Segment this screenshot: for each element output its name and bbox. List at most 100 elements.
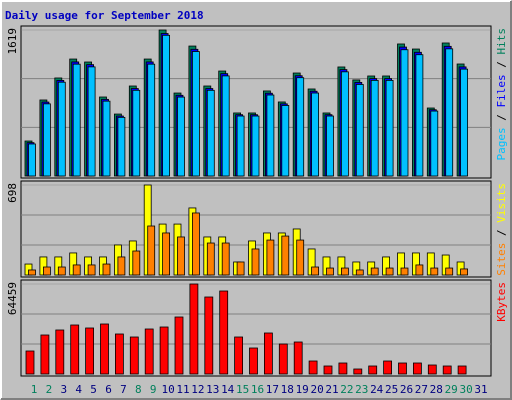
bar bbox=[251, 248, 260, 276]
bar bbox=[460, 268, 469, 276]
bar bbox=[442, 365, 452, 375]
bar bbox=[368, 365, 378, 375]
x-tick-label: 13 bbox=[206, 383, 219, 396]
bar bbox=[249, 347, 258, 375]
bar bbox=[100, 323, 109, 375]
x-tick-label: 2 bbox=[46, 383, 53, 396]
bar bbox=[221, 75, 230, 177]
x-tick-label: 27 bbox=[415, 383, 428, 396]
bar bbox=[236, 261, 245, 276]
bar bbox=[117, 256, 126, 276]
bar bbox=[340, 71, 349, 177]
bar bbox=[293, 341, 303, 375]
bar bbox=[191, 212, 200, 276]
x-tick-label: 8 bbox=[135, 383, 142, 396]
bar bbox=[72, 63, 81, 177]
bar bbox=[457, 365, 467, 375]
bar bbox=[132, 89, 141, 177]
bar bbox=[57, 266, 66, 276]
x-tick-label: 28 bbox=[430, 383, 443, 396]
x-tick-label: 5 bbox=[90, 383, 97, 396]
x-tick-label: 23 bbox=[355, 383, 368, 396]
x-tick-label: 11 bbox=[176, 383, 189, 396]
x-tick-label: 29 bbox=[445, 383, 458, 396]
bar bbox=[281, 105, 290, 177]
bar bbox=[353, 368, 363, 375]
x-tick-label: 10 bbox=[161, 383, 174, 396]
bar bbox=[400, 49, 409, 177]
bar bbox=[189, 283, 199, 375]
bar bbox=[355, 84, 364, 177]
bar bbox=[219, 290, 229, 375]
bar bbox=[43, 266, 51, 276]
legend-separator: / bbox=[495, 108, 508, 128]
bar bbox=[370, 80, 379, 177]
bar bbox=[340, 267, 349, 276]
bar bbox=[147, 225, 156, 276]
bar bbox=[400, 267, 409, 276]
y-tick-label: 64459 bbox=[6, 282, 19, 315]
bar bbox=[102, 100, 111, 177]
bar bbox=[445, 267, 454, 276]
x-tick-label: 16 bbox=[251, 383, 264, 396]
x-tick-label: 9 bbox=[150, 383, 157, 396]
x-tick-label: 14 bbox=[221, 383, 235, 396]
bar bbox=[28, 269, 36, 276]
x-tick-label: 17 bbox=[266, 383, 279, 396]
bar bbox=[308, 360, 318, 375]
y-tick-label: 698 bbox=[6, 183, 19, 203]
x-tick-label: 7 bbox=[120, 383, 127, 396]
bar bbox=[117, 116, 126, 177]
bar bbox=[385, 267, 394, 276]
bar bbox=[266, 239, 275, 276]
bar bbox=[147, 63, 156, 177]
x-tick-label: 21 bbox=[325, 383, 338, 396]
x-tick-label: 18 bbox=[281, 383, 294, 396]
bar bbox=[236, 115, 245, 177]
bar bbox=[85, 327, 94, 375]
legend-entry: Visits bbox=[495, 183, 508, 223]
bar bbox=[427, 364, 437, 375]
bar bbox=[129, 336, 139, 375]
bar bbox=[412, 362, 422, 375]
bar bbox=[115, 333, 124, 375]
x-tick-label: 4 bbox=[75, 383, 82, 396]
bar bbox=[204, 296, 214, 375]
bar bbox=[251, 115, 260, 177]
bar bbox=[415, 264, 424, 276]
bar bbox=[144, 328, 154, 375]
bar bbox=[355, 269, 364, 276]
x-tick-label: 12 bbox=[191, 383, 204, 396]
x-tick-label: 30 bbox=[459, 383, 472, 396]
bar bbox=[191, 51, 200, 177]
bar bbox=[370, 267, 379, 276]
bar bbox=[177, 236, 185, 276]
bar bbox=[281, 235, 290, 276]
bar bbox=[445, 48, 454, 177]
bar bbox=[263, 332, 273, 375]
legend-entry: Files bbox=[495, 74, 508, 107]
legend-entry: KBytes bbox=[495, 282, 508, 322]
legend-entry: Sites bbox=[495, 243, 508, 276]
x-tick-label: 31 bbox=[474, 383, 487, 396]
bar bbox=[72, 264, 81, 276]
legend: Pages / Files / Hits bbox=[495, 28, 508, 161]
bar bbox=[296, 239, 305, 276]
legend-separator: / bbox=[495, 223, 508, 243]
bar bbox=[25, 350, 35, 375]
bar bbox=[57, 81, 66, 177]
bar bbox=[326, 267, 334, 276]
legend-entry: Pages bbox=[495, 127, 508, 160]
x-tick-label: 22 bbox=[340, 383, 353, 396]
legend: Sites / Visits bbox=[495, 183, 508, 276]
x-tick-label: 1 bbox=[31, 383, 38, 396]
bar bbox=[162, 232, 171, 276]
legend: KBytes bbox=[495, 282, 508, 322]
bar bbox=[234, 336, 244, 375]
bar bbox=[221, 242, 230, 276]
bar bbox=[266, 94, 275, 177]
bar bbox=[311, 266, 320, 276]
x-tick-label: 20 bbox=[310, 383, 323, 396]
